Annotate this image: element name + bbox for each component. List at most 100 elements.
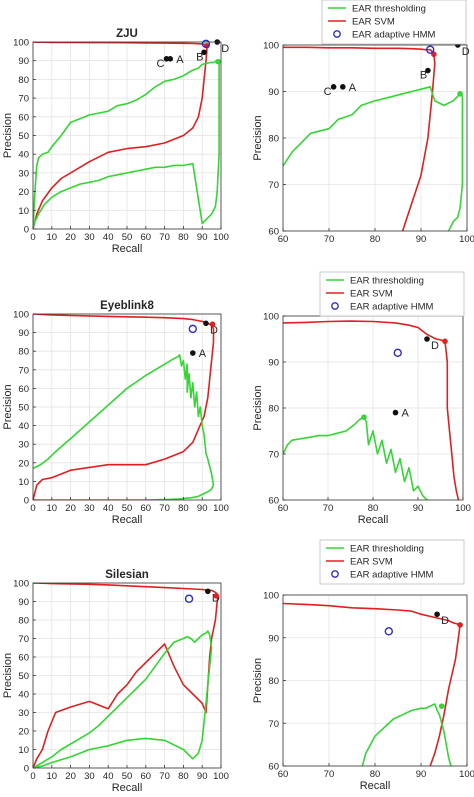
x-tick-label: 30 [84,503,95,514]
chart-panel-2: AD 0 10 20 30 40 50 60 70 80 90 100 0 10 20 30 40 50 60 70 8… [2,300,229,526]
x-tick-label: 70 [159,503,170,514]
legend-label: EAR adaptive HMM [350,570,434,581]
x-tick-label: 10 [47,503,58,514]
series-line-red [283,320,460,500]
x-tick-label: 60 [278,234,289,245]
x-tick-label: 30 [84,771,95,782]
marker-dot [163,56,170,62]
x-tick-label: 90 [197,771,208,782]
legend-label: EAR thresholding [350,276,424,287]
chart-panel-3: A D 60 70 80 90 100 60 70 80 90 100 Recall Precision E… [252,271,471,526]
marker-ring [384,627,393,636]
y-tick-label: 100 [263,312,279,323]
x-tick-label: 70 [324,769,335,780]
marker-label: A [402,408,410,420]
y-tick-label: 90 [268,87,279,98]
x-tick-label: 60 [141,503,152,514]
series-line-red [283,46,436,231]
marker-label: D [441,615,449,627]
x-tick-label: 90 [416,769,427,780]
y-tick-label: 60 [18,112,29,123]
marker-label: C [156,58,164,70]
series-group [33,583,219,768]
marker-ring [184,594,194,603]
y-tick-label: 100 [13,38,29,49]
legend: EAR thresholding EAR SVM EAR adaptive HMM [319,271,465,317]
series-group [283,46,464,231]
legend-label: EAR adaptive HMM [350,302,434,313]
marker-label: A [176,54,184,66]
marker-dot [457,622,463,628]
y-tick-label: 40 [18,690,29,701]
x-tick-label: 70 [159,232,170,243]
marker-dot [330,84,337,90]
marker-dot [203,320,209,327]
series-group [283,320,460,500]
chart-title: Silesian [105,569,148,581]
x-tick-label: 40 [103,232,114,243]
marker-ring [188,324,198,334]
y-tick-label: 40 [18,421,29,432]
x-tick-label: 80 [178,503,189,514]
y-axis-label: Precision [2,653,14,698]
y-tick-label: 50 [18,671,29,682]
y-tick-label: 60 [18,653,29,664]
x-tick-label: 100 [455,503,471,514]
y-tick-label: 20 [18,458,29,469]
x-tick-label: 50 [122,503,133,514]
x-tick-label: 90 [413,503,424,514]
x-tick-label: 80 [178,771,189,782]
y-tick-label: 90 [18,328,29,339]
x-axis-label: Recall [358,514,389,526]
marker-ring [201,39,211,49]
y-tick-label: 80 [18,75,29,86]
series-line-red [283,602,461,766]
x-tick-label: 100 [213,503,229,514]
y-tick-label: 100 [263,41,279,52]
marker-dot [213,593,220,599]
x-tick-label: 40 [103,771,114,782]
x-tick-label: 10 [47,232,58,243]
legend: EAR thresholding EAR SVM EAR adaptive HMM [321,0,467,45]
y-tick-label: 0 [24,764,29,775]
y-axis-label: Precision [2,384,14,429]
marker-dot [424,336,430,342]
chart-panel-4: D010203040506070809010001020304050607080… [2,569,229,794]
x-tick-label: 30 [84,232,95,243]
marker-dot [434,611,440,618]
marker-label: A [199,348,207,360]
x-tick-label: 20 [65,771,76,782]
marker-label: D [221,43,229,55]
y-tick-label: 50 [18,131,29,142]
y-tick-label: 0 [24,225,29,236]
x-tick-label: 70 [324,234,335,245]
x-tick-label: 20 [65,503,76,514]
y-tick-label: 90 [18,56,29,67]
marker-label: D [462,46,470,58]
y-tick-label: 60 [268,496,279,507]
x-tick-label: 60 [141,232,152,243]
x-tick-label: 80 [370,769,381,780]
y-tick-label: 100 [13,579,29,590]
x-tick-label: 70 [159,771,170,782]
series-line-green [283,416,429,500]
marker-dot [392,409,399,416]
y-tick-label: 10 [18,206,29,217]
y-tick-label: 70 [18,365,29,376]
marker-dot [205,588,211,595]
y-tick-label: 90 [268,358,279,369]
y-tick-label: 20 [18,727,29,738]
marker-label: B [196,51,203,63]
y-axis-label: Precision [2,113,14,158]
marker-dot [442,338,448,345]
legend-label: EAR SVM [352,17,395,28]
series-group [283,602,461,766]
y-tick-label: 30 [18,168,29,179]
y-axis-label: Precision [252,115,264,160]
y-tick-label: 60 [268,227,279,238]
x-tick-label: 0 [30,232,35,243]
x-tick-label: 40 [103,503,114,514]
x-axis-label: Recall [112,514,143,526]
legend-label: EAR SVM [350,557,393,568]
x-tick-label: 70 [323,503,334,514]
